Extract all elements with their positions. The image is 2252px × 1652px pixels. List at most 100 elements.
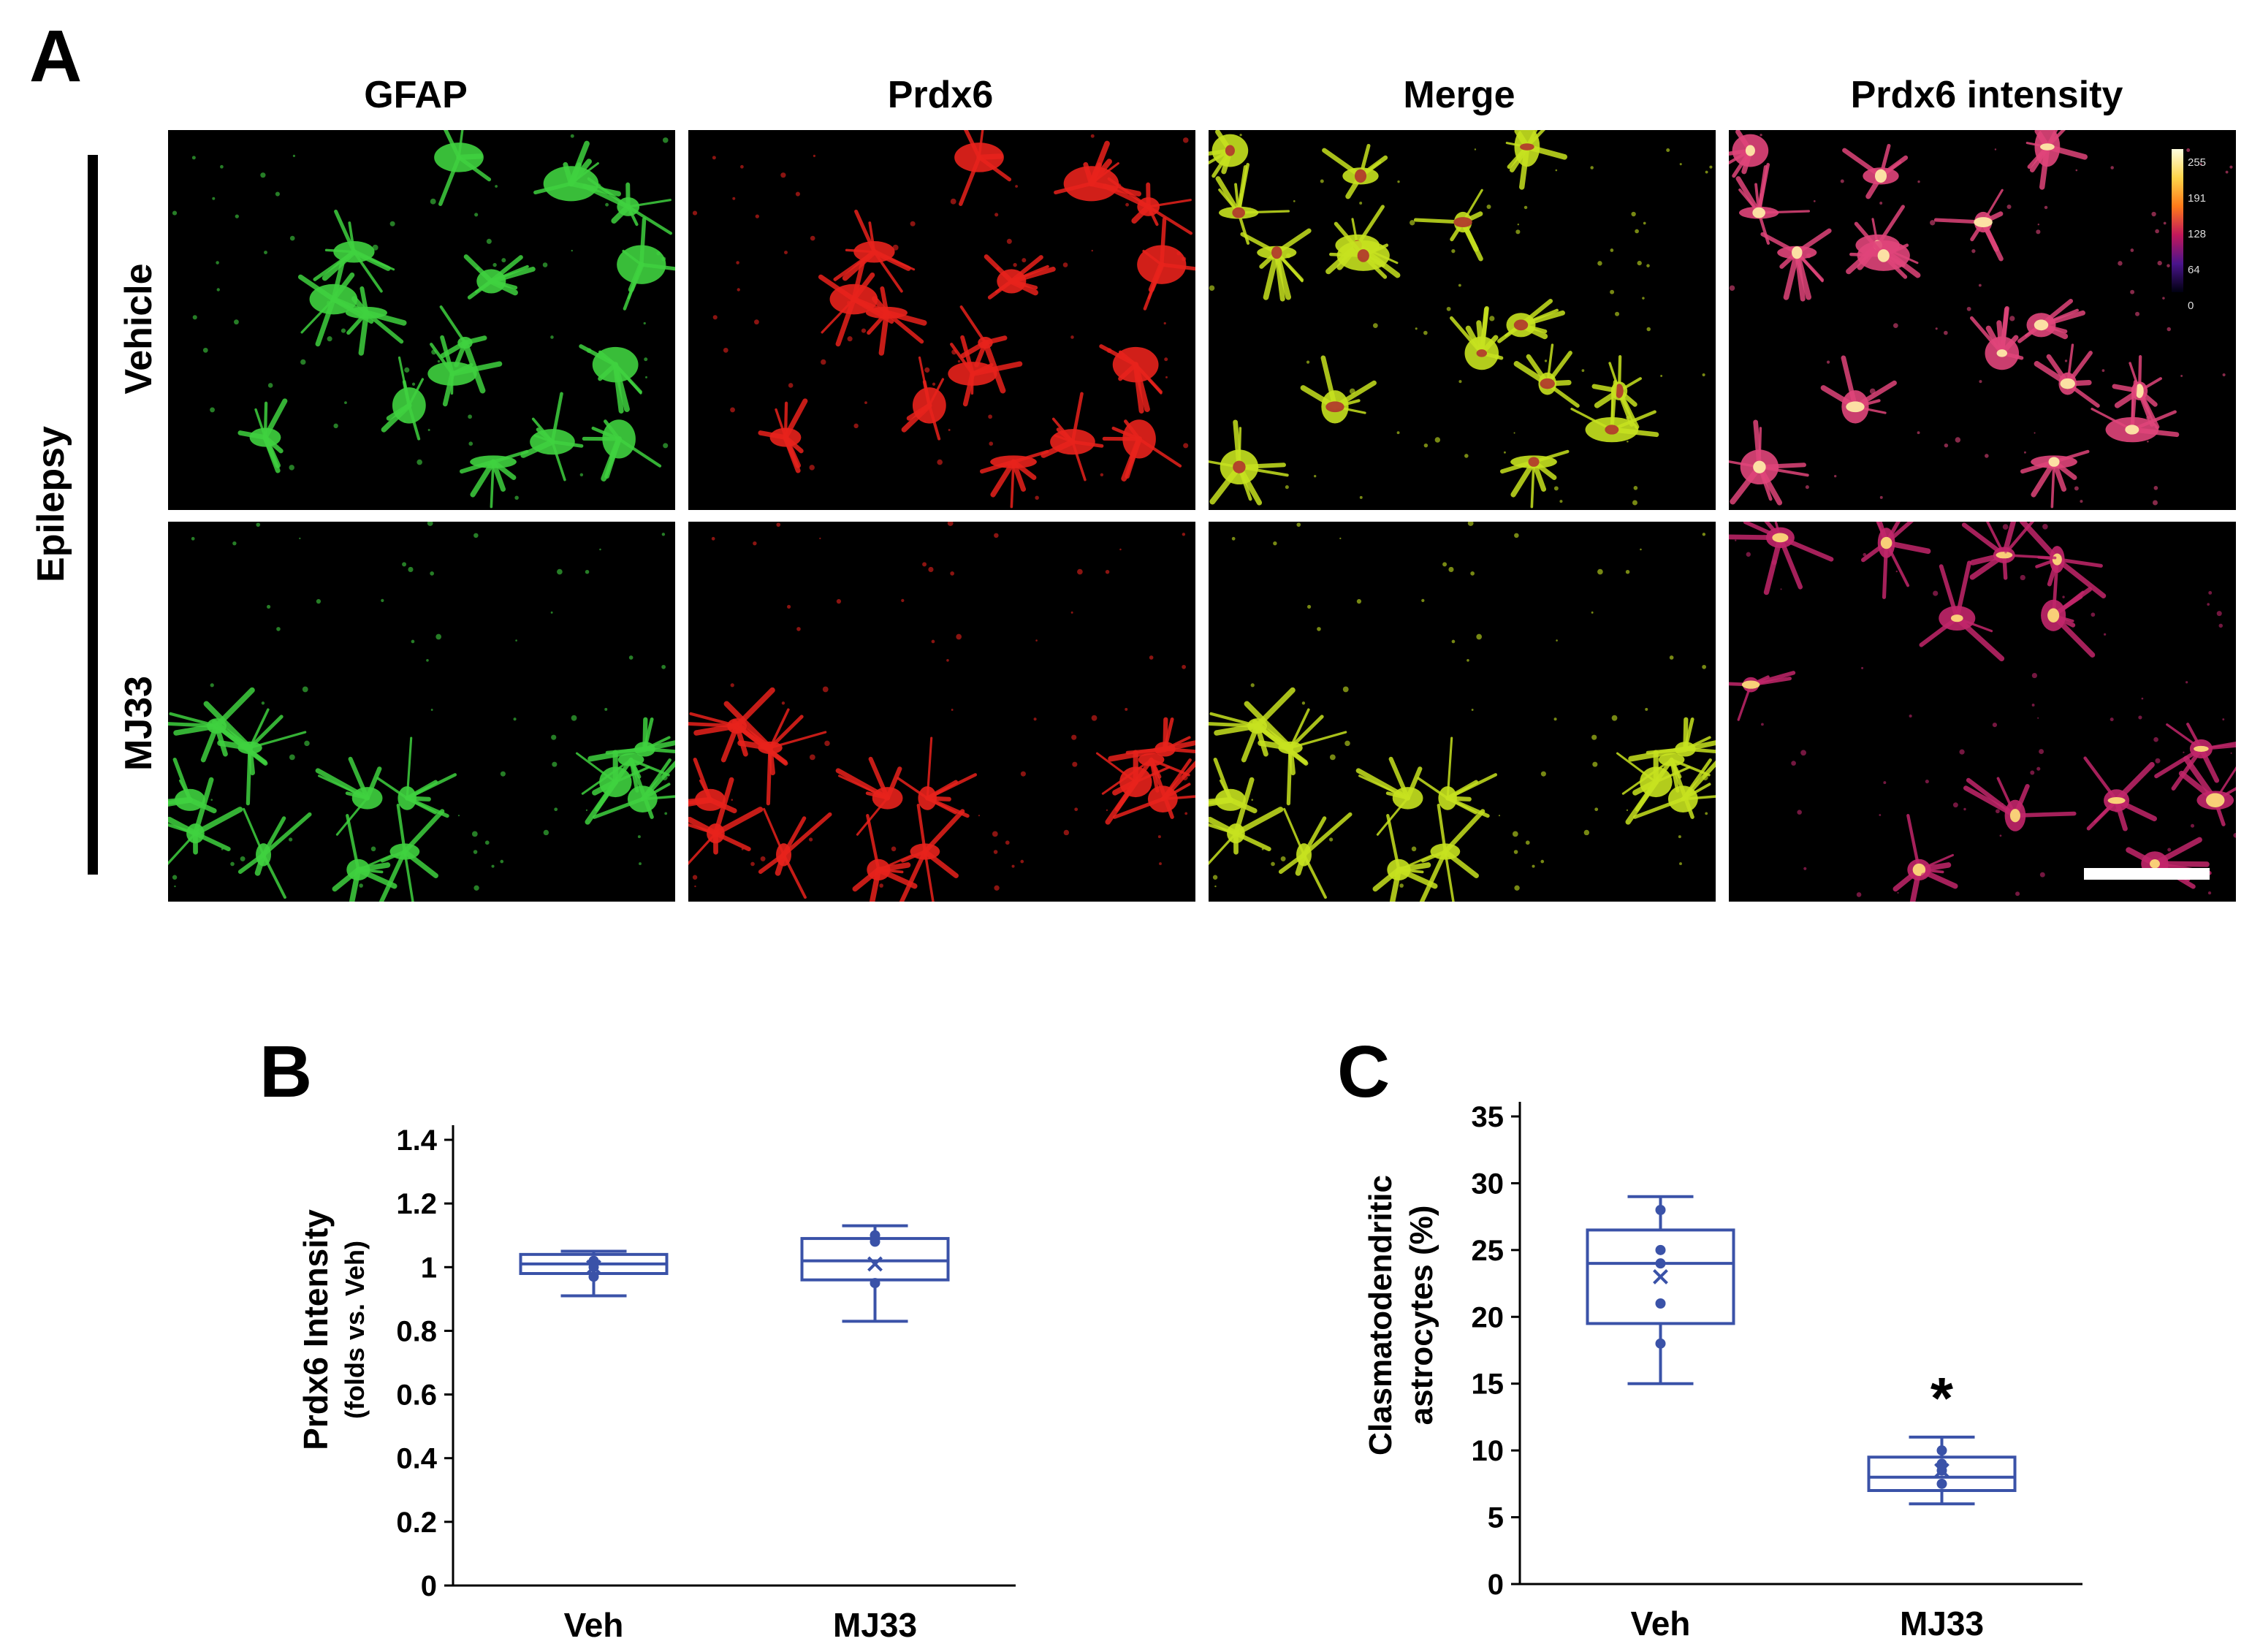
speckle bbox=[2130, 289, 2135, 294]
speckle bbox=[1328, 837, 1334, 842]
chart-b: Prdx6 Intensity (folds vs. Veh) 0 0.2 0.4 0… bbox=[297, 1124, 1016, 1644]
speckle bbox=[1933, 590, 1939, 596]
speckle bbox=[1702, 774, 1708, 781]
box-mj33 bbox=[800, 1224, 950, 1323]
speckle bbox=[656, 251, 661, 256]
astrocyte-cell bbox=[1329, 221, 1390, 279]
astrocyte-cell bbox=[575, 750, 650, 825]
speckle bbox=[471, 831, 478, 837]
y-tick-label: 1.4 bbox=[396, 1124, 437, 1157]
speckle bbox=[586, 348, 592, 354]
speckle bbox=[2118, 261, 2123, 266]
speckle bbox=[1122, 354, 1125, 357]
speckle bbox=[1470, 571, 1475, 576]
micrograph-mj33-gfap bbox=[168, 522, 675, 902]
speckle bbox=[316, 598, 322, 604]
speckle bbox=[2030, 770, 2035, 775]
speckle bbox=[821, 359, 826, 365]
colorbar-tick-labels: 255 191 128 64 0 bbox=[2188, 145, 2206, 324]
speckle bbox=[500, 771, 506, 777]
speckle bbox=[1070, 611, 1073, 614]
speckle bbox=[864, 401, 867, 405]
chart-c-ylabel-line2: astrocytes (%) bbox=[1404, 1206, 1439, 1425]
speckle bbox=[879, 883, 883, 888]
speckle bbox=[427, 522, 433, 526]
speckle bbox=[1791, 761, 1796, 766]
speckle bbox=[1015, 185, 1019, 188]
speckle bbox=[1963, 807, 1966, 811]
speckle bbox=[570, 134, 574, 138]
x-category-label: MJ33 bbox=[833, 1606, 917, 1644]
speckle bbox=[2157, 260, 2162, 266]
speckle bbox=[1149, 212, 1152, 216]
speckle bbox=[736, 261, 739, 264]
speckle bbox=[2186, 148, 2191, 153]
speckle bbox=[1581, 369, 1585, 373]
speckle bbox=[1423, 443, 1429, 448]
astrocyte-cell bbox=[1513, 343, 1580, 408]
astrocyte-cell bbox=[1137, 217, 1195, 311]
astrocyte-cell bbox=[617, 217, 675, 311]
speckle bbox=[2091, 612, 2096, 617]
astrocyte-cell bbox=[237, 807, 312, 899]
speckle bbox=[1072, 761, 1078, 767]
speckle bbox=[644, 357, 648, 362]
speckle bbox=[1861, 666, 1864, 669]
speckle bbox=[571, 249, 573, 252]
astrocyte-cell bbox=[1919, 560, 2005, 662]
speckle bbox=[2186, 681, 2188, 684]
speckle bbox=[2147, 440, 2149, 443]
astrocyte-cell bbox=[2034, 343, 2100, 408]
speckle bbox=[924, 420, 927, 423]
speckle bbox=[2036, 229, 2041, 235]
astrocyte-cell bbox=[345, 286, 407, 356]
speckle bbox=[692, 875, 698, 880]
speckle bbox=[1467, 659, 1469, 662]
speckle bbox=[1090, 134, 1095, 138]
astrocyte-cell bbox=[315, 756, 383, 836]
speckle bbox=[1646, 264, 1650, 267]
astrocyte-cell bbox=[2017, 298, 2085, 343]
iqr-box bbox=[1586, 1228, 1735, 1325]
speckle bbox=[1100, 473, 1104, 477]
speckle bbox=[1856, 892, 1862, 897]
data-point bbox=[1655, 1258, 1666, 1269]
speckle bbox=[1909, 714, 1912, 718]
speckle bbox=[333, 423, 338, 429]
speckle bbox=[262, 852, 265, 856]
astrocyte-cell bbox=[984, 254, 1056, 300]
micrograph-mj33-intensity bbox=[1729, 522, 2236, 902]
speckle bbox=[1006, 238, 1012, 244]
speckle bbox=[1182, 137, 1189, 143]
speckle bbox=[2037, 223, 2040, 226]
speckle bbox=[289, 754, 295, 761]
speckle bbox=[753, 541, 757, 546]
speckle bbox=[988, 414, 993, 419]
speckle bbox=[1514, 885, 1520, 891]
speckle bbox=[492, 262, 497, 267]
intensity-colorbar bbox=[2172, 149, 2183, 292]
speckle bbox=[1879, 814, 1882, 816]
y-tick-label: 1 bbox=[421, 1252, 437, 1284]
speckle bbox=[491, 864, 495, 868]
colorbar-tick: 255 bbox=[2188, 156, 2207, 169]
astrocyte-cell bbox=[979, 449, 1049, 509]
speckle bbox=[289, 465, 294, 471]
speckle bbox=[1805, 485, 1809, 490]
speckle bbox=[1396, 431, 1400, 435]
speckle bbox=[1356, 598, 1362, 604]
astrocyte-cell bbox=[533, 140, 621, 202]
x-category-label: Veh bbox=[564, 1606, 624, 1644]
mean-marker bbox=[586, 1259, 601, 1275]
speckle bbox=[1643, 221, 1646, 225]
speckle bbox=[2146, 416, 2150, 420]
speckle bbox=[730, 407, 735, 413]
speckle bbox=[2155, 229, 2159, 234]
speckle bbox=[300, 359, 306, 365]
astrocyte-cell bbox=[1209, 757, 1258, 814]
speckle bbox=[500, 859, 504, 864]
speckle bbox=[846, 300, 851, 305]
astrocyte-cell bbox=[1413, 189, 1483, 262]
speckle bbox=[1944, 330, 1948, 335]
speckle bbox=[230, 861, 235, 867]
